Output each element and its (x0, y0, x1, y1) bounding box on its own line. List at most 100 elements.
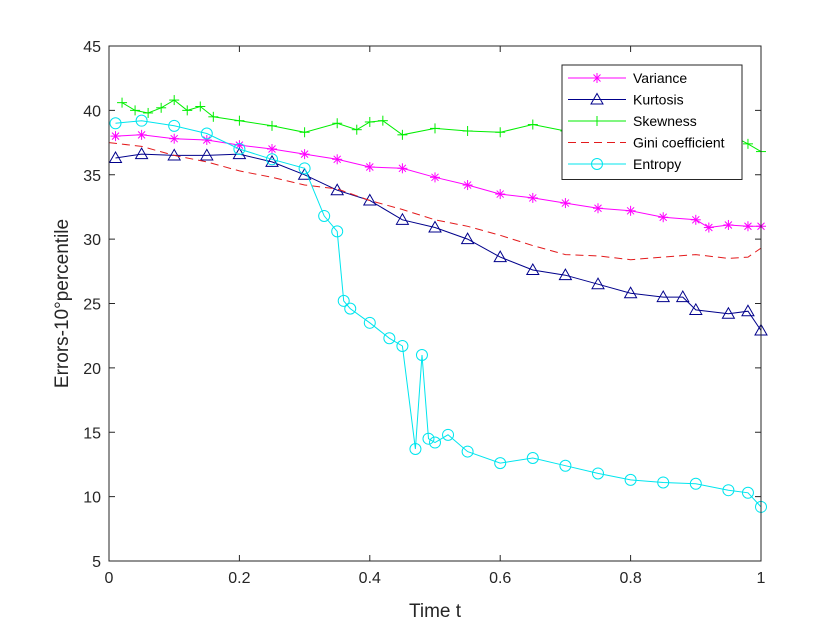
x-axis-title: Time t (409, 601, 462, 622)
data-point-skewness (234, 115, 245, 126)
data-point-variance-stroke (365, 163, 374, 171)
data-point-variance-stroke (170, 134, 179, 143)
data-point-kurtosis-shape (460, 232, 475, 245)
data-point-entropy-shape (592, 467, 604, 480)
data-point-variance (625, 205, 636, 216)
x-tick-label: 1 (757, 570, 766, 587)
data-point-skewness (527, 119, 538, 130)
legend-entry-entropy: Entropy (568, 156, 681, 172)
data-point-variance-stroke (594, 204, 602, 213)
data-point-variance (169, 133, 180, 144)
data-point-variance (136, 129, 147, 140)
data-point-entropy (657, 476, 670, 489)
data-point-kurtosis-shape (591, 277, 605, 290)
data-point-entropy (363, 316, 376, 329)
data-point-skewness (182, 105, 193, 116)
data-point-variance-stroke (398, 164, 407, 173)
data-point-kurtosis (134, 147, 149, 160)
data-point-entropy (409, 442, 422, 455)
data-point-kurtosis (591, 277, 605, 290)
data-point-entropy (396, 339, 409, 352)
data-point-variance-stroke (691, 215, 700, 224)
data-point-entropy (689, 477, 702, 490)
legend: Variance Kurtosis Skewness Gini coefficient… (561, 64, 743, 180)
data-point-entropy (422, 432, 435, 445)
y-tick-label: 25 (83, 297, 101, 314)
x-tick-label: 0.4 (359, 570, 381, 587)
data-point-entropy-shape (559, 459, 572, 472)
data-point-entropy-shape (344, 302, 357, 315)
data-point-kurtosis (675, 290, 690, 303)
data-point-skewness (117, 97, 128, 108)
data-point-kurtosis-shape (199, 148, 214, 161)
data-point-entropy-shape (135, 114, 148, 127)
data-point-kurtosis (623, 286, 638, 299)
series-line-gini-coefficient (108, 142, 762, 261)
data-point-kurtosis-shape (656, 290, 671, 303)
data-point-variance (332, 154, 343, 165)
data-point-kurtosis-shape (525, 263, 540, 276)
data-point-entropy (318, 209, 331, 222)
data-point-kurtosis-shape (428, 220, 442, 233)
data-point-kurtosis (721, 306, 736, 319)
data-point-skewness (351, 124, 362, 135)
series-entropy (109, 114, 767, 513)
legend-entry-variance: Variance (568, 70, 687, 86)
data-point-kurtosis-shape (395, 212, 410, 225)
data-point-entropy-shape (415, 349, 428, 361)
legend-entry-kurtosis: Kurtosis (568, 92, 684, 108)
data-point-entropy (526, 452, 539, 464)
data-point-skewness (143, 107, 154, 118)
data-point-entropy-shape (233, 143, 246, 155)
data-point-entropy (429, 436, 441, 449)
data-point-entropy (494, 457, 507, 470)
data-point-kurtosis (428, 220, 442, 233)
data-point-entropy (592, 467, 604, 480)
data-point-variance (593, 203, 603, 214)
data-point-entropy-shape (337, 294, 350, 307)
data-point-variance (364, 162, 375, 173)
legend-marker-entropy (591, 158, 603, 170)
data-point-entropy (344, 302, 357, 315)
data-point-kurtosis (167, 148, 182, 161)
legend-label-kurtosis: Kurtosis (633, 92, 684, 108)
data-point-variance (462, 180, 473, 191)
data-point-variance (527, 192, 538, 203)
data-point-kurtosis (688, 302, 703, 315)
legend-label-skewness: Skewness (633, 113, 697, 129)
data-point-entropy-shape (318, 209, 331, 222)
legend-marker-entropy-shape (591, 158, 603, 170)
data-point-entropy-shape (442, 428, 455, 441)
data-point-entropy-shape (409, 442, 422, 455)
legend-marker-kurtosis (590, 92, 604, 105)
data-point-kurtosis (525, 263, 540, 276)
legend-box (561, 64, 743, 180)
data-point-variance-stroke (659, 213, 668, 222)
data-point-skewness (299, 127, 310, 138)
data-point-variance-stroke (463, 181, 472, 189)
data-point-entropy (442, 428, 455, 441)
data-point-variance (560, 198, 571, 209)
data-point-kurtosis (199, 148, 214, 161)
data-point-variance (495, 189, 506, 200)
data-point-variance (742, 221, 753, 232)
legend-entry-skewness: Skewness (568, 113, 697, 129)
data-point-kurtosis-shape (623, 286, 638, 299)
data-point-kurtosis (460, 232, 475, 245)
legend-label-entropy: Entropy (633, 156, 681, 172)
data-point-variance-stroke (626, 206, 635, 215)
data-point-variance (703, 222, 714, 233)
data-point-entropy (298, 162, 311, 175)
y-tick-label: 35 (83, 168, 101, 185)
data-point-entropy (461, 445, 474, 458)
data-point-variance (299, 149, 310, 160)
data-point-skewness (169, 95, 180, 106)
legend-marker-variance-stroke (593, 74, 601, 82)
data-point-skewness (430, 123, 440, 134)
data-point-variance (201, 134, 212, 145)
data-point-entropy (337, 294, 350, 307)
data-point-variance-stroke (431, 173, 439, 182)
data-point-entropy-shape (429, 436, 441, 449)
